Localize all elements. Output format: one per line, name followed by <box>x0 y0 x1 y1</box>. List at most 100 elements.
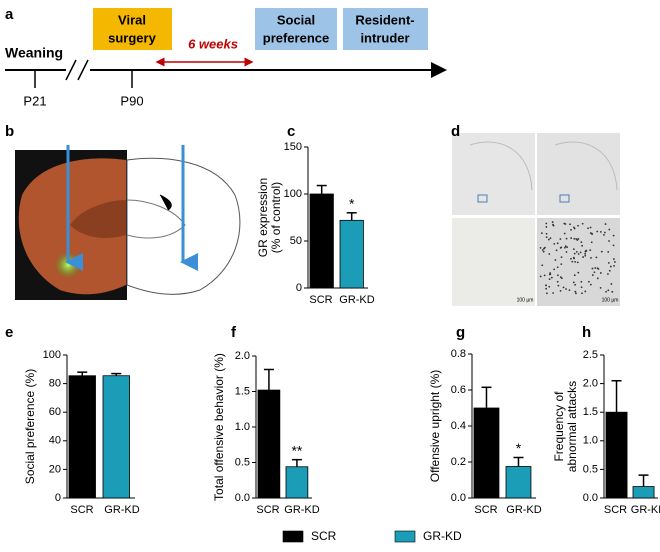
y-tick-label: 0.5 <box>583 463 598 475</box>
x-tick-label: GR-KD <box>339 294 375 306</box>
cell <box>588 280 590 283</box>
y-tick-label: 50 <box>290 235 302 247</box>
cell <box>593 271 596 274</box>
cell <box>584 290 587 293</box>
cell <box>563 232 566 235</box>
cell <box>559 276 562 279</box>
cell <box>581 244 584 247</box>
cell <box>595 256 598 259</box>
cell <box>570 228 572 231</box>
cell <box>549 272 552 274</box>
y-tick-label: 1.0 <box>583 435 598 447</box>
y-tick-label: 2.0 <box>583 378 598 390</box>
y-axis-label: Frequency of <box>552 391 566 462</box>
y-axis-label: (% of control) <box>269 182 283 253</box>
event-label: intruder <box>360 30 409 45</box>
cell <box>596 267 599 270</box>
cell <box>539 275 542 278</box>
cell <box>547 238 550 241</box>
cell <box>614 261 616 263</box>
bar <box>605 411 628 499</box>
significance: ** <box>291 442 302 458</box>
cell <box>575 292 577 295</box>
cell <box>574 260 577 263</box>
cell <box>591 267 594 270</box>
cell <box>580 280 583 283</box>
y-tick-label: 1.0 <box>235 421 250 433</box>
y-axis-label: Social preference (%) <box>23 369 37 484</box>
cell <box>589 283 592 286</box>
cell <box>599 286 602 289</box>
cell <box>545 226 548 228</box>
age-label: P90 <box>120 93 143 108</box>
event-box <box>343 8 428 50</box>
y-tick-label: 150 <box>284 141 302 153</box>
cell <box>582 256 585 258</box>
cell <box>543 247 545 250</box>
cell <box>599 272 602 274</box>
event-box <box>93 8 172 50</box>
panel-label: g <box>456 324 465 341</box>
axis-break <box>66 58 90 82</box>
cell <box>564 245 567 248</box>
cell <box>608 269 611 272</box>
axis-break <box>77 59 89 81</box>
panel-label: c <box>287 123 295 140</box>
significance: * <box>516 440 522 456</box>
cell <box>545 232 548 235</box>
cell <box>543 274 546 277</box>
cell <box>577 271 580 274</box>
y-tick-label: 60 <box>49 406 61 418</box>
cell <box>607 289 610 292</box>
cell <box>548 253 551 255</box>
panel-label: a <box>5 6 14 23</box>
cell <box>577 224 579 227</box>
cell <box>600 250 603 253</box>
cell <box>551 221 554 223</box>
cell <box>559 238 562 240</box>
cell <box>603 233 605 236</box>
cell <box>607 251 610 253</box>
cell <box>589 226 592 229</box>
cell <box>581 222 584 225</box>
bar <box>309 193 334 289</box>
y-tick-label: 0.4 <box>451 420 466 432</box>
cell <box>572 248 575 251</box>
cell <box>589 232 592 234</box>
cell <box>564 223 567 225</box>
brain-image <box>15 145 241 300</box>
cell <box>572 281 575 284</box>
cell <box>585 249 588 252</box>
atlas-ventricle <box>159 194 172 211</box>
cell <box>613 264 615 267</box>
y-tick-label: 1.5 <box>235 385 250 397</box>
cell <box>612 244 615 247</box>
cell <box>579 251 582 254</box>
x-tick-label: SCR <box>256 504 279 516</box>
cell <box>557 284 560 287</box>
x-tick-label: GR-KD <box>506 504 542 516</box>
histology-image <box>537 133 620 215</box>
cell <box>562 286 565 289</box>
scale-label: 100 µm <box>517 297 534 303</box>
cell <box>577 238 580 240</box>
cell <box>587 227 589 230</box>
age-label: P21 <box>23 93 46 108</box>
cell <box>610 283 613 285</box>
x-tick-label: SCR <box>474 504 497 516</box>
cell <box>556 280 559 283</box>
y-tick-label: 100 <box>284 188 302 200</box>
panel-label: h <box>582 324 591 341</box>
cell <box>554 259 557 261</box>
panel-label: f <box>231 324 237 341</box>
cell <box>573 252 576 255</box>
y-tick-label: 0.0 <box>451 492 466 504</box>
bar <box>632 486 655 499</box>
cell <box>574 290 577 293</box>
x-tick-label: SCR <box>70 504 93 516</box>
brain-region <box>70 200 126 238</box>
histology-image <box>452 133 535 215</box>
histology-image <box>452 218 535 306</box>
panel-label: d <box>451 123 460 140</box>
cell <box>577 253 580 255</box>
